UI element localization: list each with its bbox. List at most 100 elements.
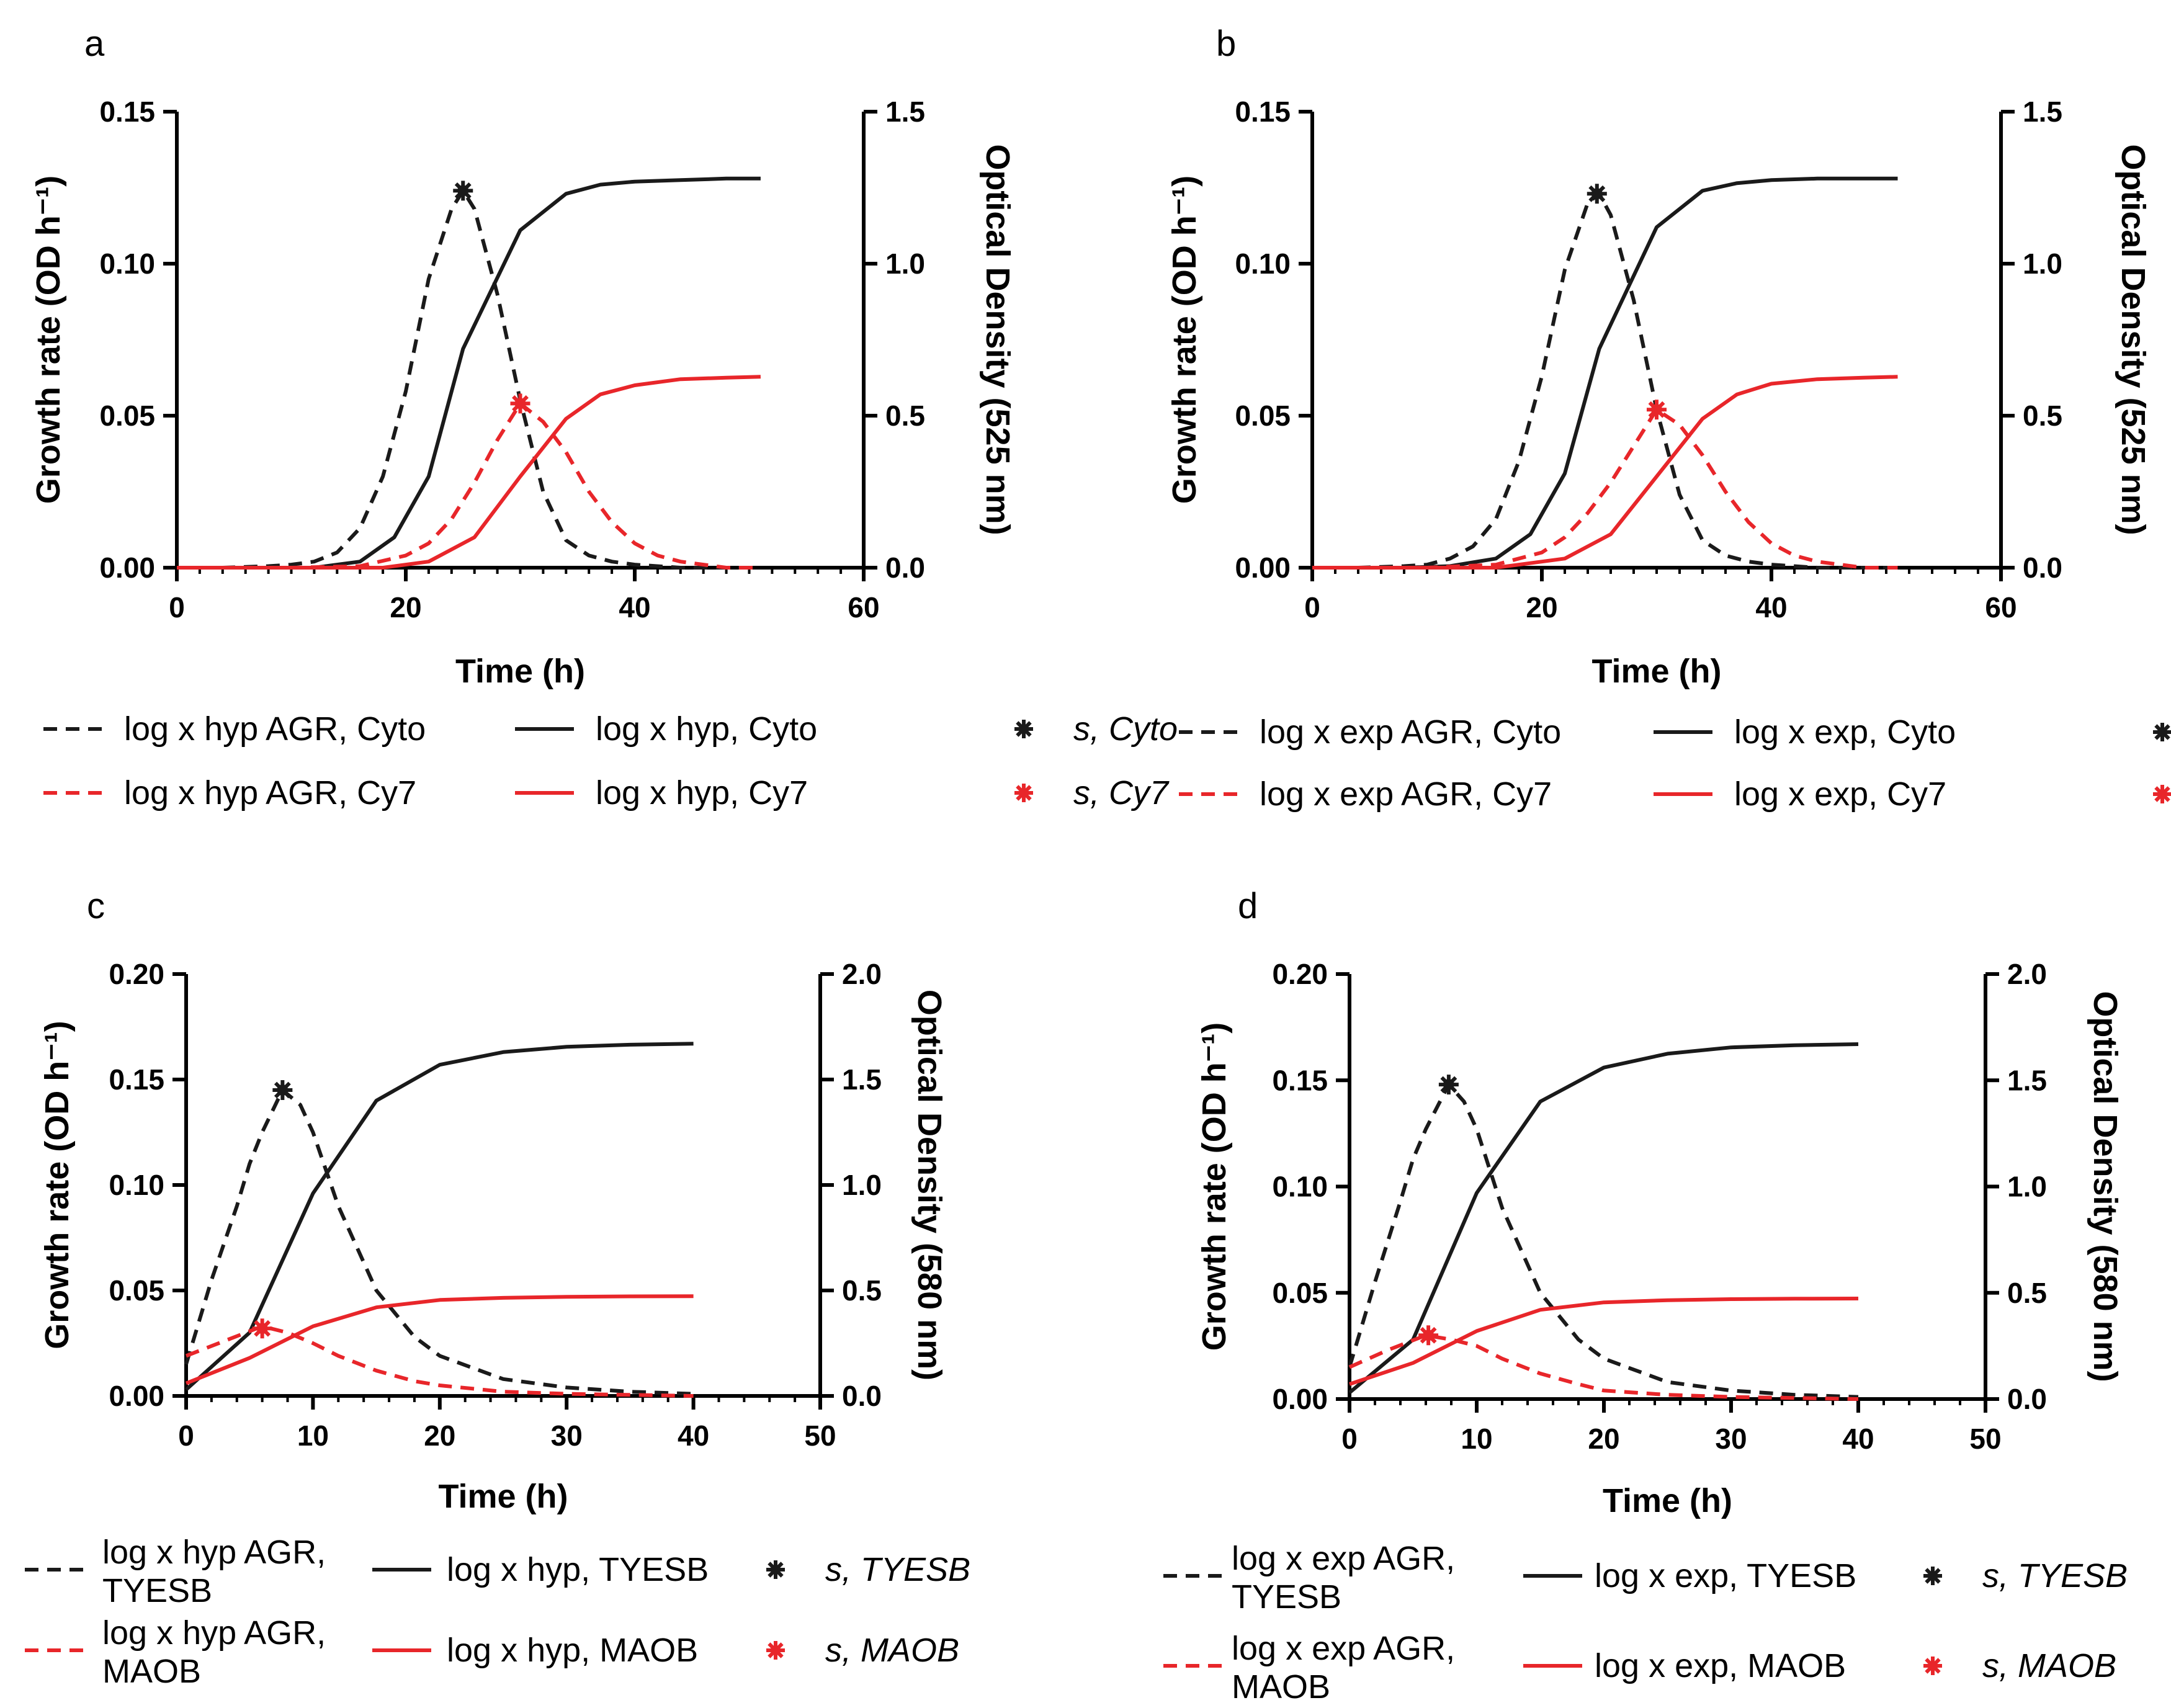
y-tick-label-left: 0.05 (99, 400, 155, 432)
y-tick-label-left: 0.10 (109, 1169, 164, 1201)
legend-item: log x exp, Cyto (1654, 713, 1956, 751)
legend-item: log x hyp AGR, Cyto (43, 710, 426, 748)
legend-label: log x exp AGR, (1232, 1630, 1455, 1667)
panel-letter: d (1238, 886, 1258, 926)
point-marker-dot (457, 185, 469, 197)
y-tick-label-right: 0.5 (842, 1274, 882, 1307)
legend-marker-dot (2157, 789, 2167, 799)
legend: log x exp AGR, Cyto log x exp, Cyto s, Cyt… (1179, 713, 2171, 813)
point-marker-dot (1443, 1079, 1454, 1091)
y-tick-label-right: 1.5 (2023, 96, 2062, 128)
series-line-1 (177, 176, 761, 570)
legend-marker-dot (771, 1645, 781, 1655)
y-tick-label-left: 0.00 (1272, 1383, 1328, 1415)
legend-item: log x exp AGR,TYESB (1163, 1540, 1455, 1616)
y-tick-label-left: 0.00 (109, 1380, 164, 1412)
legend-item: log x exp AGR, Cy7 (1179, 776, 1552, 813)
point-marker-dot (256, 1323, 268, 1335)
x-tick-label: 10 (297, 1420, 329, 1452)
point-marker (272, 1080, 293, 1100)
y-tick-label-left: 0.05 (109, 1274, 164, 1307)
legend-label-line2: TYESB (1232, 1578, 1341, 1616)
x-tick-label: 40 (1755, 591, 1787, 624)
x-tick-label: 0 (1341, 1423, 1358, 1455)
legend-item: s, Cy7 (2153, 785, 2171, 803)
x-tick-label: 20 (390, 591, 421, 624)
legend-marker-dot (1928, 1661, 1938, 1671)
y-tick-label-left: 0.20 (109, 958, 164, 990)
x-axis-title: Time (h) (455, 653, 585, 690)
legend-label: log x exp AGR, Cy7 (1260, 776, 1552, 813)
legend-marker-dot (1928, 1571, 1938, 1581)
x-tick-label: 30 (551, 1420, 583, 1452)
legend-item: log x hyp AGR,TYESB (25, 1534, 326, 1609)
legend-label: log x hyp, Cyto (596, 710, 817, 748)
y-tick-label-right: 1.5 (842, 1063, 882, 1096)
legend-item: log x exp, Cy7 (1654, 776, 1946, 813)
y-axis-title-left: Growth rate (OD h⁻¹) (38, 1021, 76, 1349)
y-tick-label-left: 0.15 (109, 1063, 164, 1096)
legend-item: log x exp AGR, Cyto (1179, 713, 1561, 751)
legend-item: log x hyp, MAOB (372, 1632, 698, 1669)
point-marker (510, 393, 530, 414)
legend-label: log x exp, Cyto (1734, 713, 1956, 751)
legend-label: s, MAOB (825, 1632, 959, 1669)
x-tick-label: 40 (619, 591, 650, 624)
legend-label: log x hyp AGR, (102, 1534, 326, 1571)
legend-label: log x exp, Cy7 (1734, 776, 1946, 813)
point-marker-dot (514, 398, 526, 409)
legend-marker-dot (1019, 724, 1029, 734)
y-tick-label-left: 0.05 (1272, 1277, 1328, 1309)
legend-label: s, TYESB (825, 1551, 970, 1588)
y-tick-label-left: 0.05 (1235, 400, 1291, 432)
y-tick-label-left: 0.10 (1272, 1171, 1328, 1203)
y-axis-title-left: Growth rate (OD h⁻¹) (1196, 1022, 1233, 1351)
legend-label: s, TYESB (1982, 1557, 2128, 1594)
series-line-3 (1312, 375, 1898, 570)
series-line-0 (184, 1088, 694, 1396)
legend-item: log x exp, TYESB (1523, 1557, 1856, 1594)
series-line-2 (185, 1324, 694, 1398)
y-tick-label-right: 2.0 (2007, 958, 2047, 990)
legend-label: log x hyp, Cy7 (596, 774, 808, 812)
point-marker-dot (1423, 1330, 1435, 1341)
x-tick-label: 20 (1588, 1423, 1619, 1455)
point-marker-dot (1651, 404, 1662, 416)
point-marker-dot (1591, 188, 1603, 200)
series-line-1 (1312, 176, 1898, 570)
legend-item: s, MAOB (766, 1632, 959, 1669)
x-tick-label: 30 (1715, 1423, 1747, 1455)
point-marker (1647, 400, 1667, 420)
y-tick-label-left: 0.15 (1272, 1064, 1328, 1096)
legend-item: s, MAOB (1923, 1647, 2116, 1684)
point-marker (252, 1318, 272, 1339)
legend-marker-dot (771, 1565, 781, 1575)
x-tick-label: 20 (424, 1420, 455, 1452)
y-tick-label-left: 0.15 (1235, 96, 1291, 128)
x-tick-label: 40 (1842, 1423, 1874, 1455)
x-tick-label: 10 (1461, 1423, 1492, 1455)
series-line-2 (1348, 1333, 1859, 1401)
legend-item: log x exp AGR,MAOB (1163, 1630, 1455, 1706)
legend-item: s, TYESB (1923, 1557, 2128, 1594)
y-tick-label-right: 0.5 (885, 400, 925, 432)
y-tick-label-right: 0.0 (842, 1380, 882, 1412)
legend-label: s, Cyto (1073, 710, 1178, 748)
y-tick-label-left: 0.00 (1235, 552, 1291, 584)
legend-label: log x hyp AGR, Cyto (124, 710, 426, 748)
point-marker-dot (277, 1084, 289, 1096)
legend-label: log x hyp AGR, (102, 1614, 326, 1652)
legend-item: log x hyp AGR, Cy7 (43, 774, 416, 812)
series-line-2 (1312, 408, 1898, 570)
legend-marker-dot (2157, 727, 2167, 737)
legend-item: s, Cyto (2153, 723, 2171, 741)
series-line-2 (177, 401, 761, 570)
panel-letter: b (1216, 24, 1236, 64)
legend-item: log x exp, MAOB (1523, 1647, 1846, 1684)
x-axis-title: Time (h) (438, 1478, 568, 1515)
x-tick-label: 60 (1985, 591, 2017, 624)
panel-b: b 0 20 40 60 0.00 0.05 0.10 0.15 0.0 0.5 1.0 1.5 Grow… (1166, 24, 2171, 813)
